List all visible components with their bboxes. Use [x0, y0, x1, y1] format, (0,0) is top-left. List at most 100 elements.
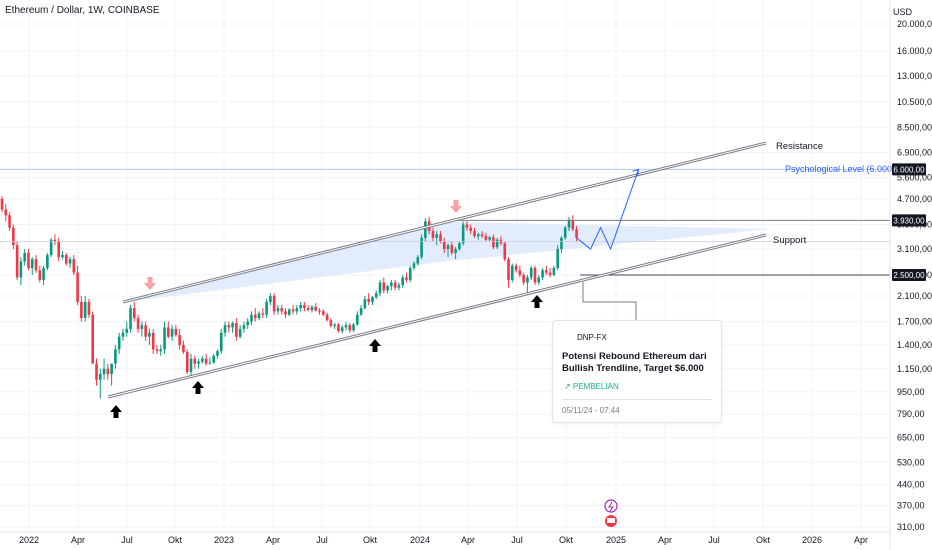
- candle-body: [352, 324, 355, 331]
- up-arrow-icon: [192, 381, 204, 394]
- candle-body: [201, 358, 204, 362]
- candle-body: [363, 298, 367, 309]
- candle-body: [333, 324, 336, 326]
- candle-body: [68, 259, 72, 264]
- candle-body: [182, 345, 185, 353]
- candle-body: [507, 259, 510, 280]
- idea-card[interactable]: DNP-FX Potensi Rebound Ethereum dari Bul…: [552, 320, 722, 423]
- candle-body: [261, 313, 265, 315]
- candle-body: [439, 234, 442, 242]
- candle-body: [299, 305, 302, 309]
- resistance-line-inner: [122, 142, 767, 303]
- candle-body: [522, 275, 525, 283]
- candle-body: [148, 332, 151, 337]
- candle-body: [208, 362, 212, 364]
- candle-body: [276, 308, 280, 312]
- grid-lines: [0, 0, 890, 532]
- candle-body: [250, 314, 253, 322]
- time-tick-label: 2024: [410, 535, 430, 545]
- projection-path: [576, 169, 640, 251]
- candle-body: [269, 296, 272, 302]
- candle-body: [265, 301, 268, 315]
- drawing-overlays: Resistance Support Psychological Level (6.…: [0, 141, 895, 527]
- up-arrow-icon: [531, 295, 543, 308]
- price-tick-label: 20.000,00: [897, 19, 932, 29]
- candle-body: [185, 352, 189, 372]
- candle-body: [42, 267, 45, 280]
- candle-body: [548, 272, 552, 276]
- candle-body: [27, 253, 30, 268]
- candle-body: [61, 255, 64, 258]
- candle-body: [344, 325, 348, 328]
- time-axis[interactable]: 2022 Apr Jul Okt 2023 Apr Jul Okt 2024 Apr Jul Okt 2…: [0, 531, 890, 545]
- idea-direction-tag: ↗ PEMBELIAN: [564, 382, 619, 391]
- candle-body: [412, 263, 416, 268]
- candle-body: [359, 308, 363, 315]
- idea-title[interactable]: Potensi Rebound Ethereum dari Bullish Tr…: [562, 351, 707, 374]
- candle-body: [91, 314, 95, 364]
- candle-body: [484, 236, 488, 240]
- candle-body: [235, 322, 238, 337]
- candle-body: [102, 368, 106, 375]
- candle-body: [340, 327, 344, 332]
- price-badge-label: 3.930,00: [893, 216, 925, 225]
- candle-body: [163, 327, 166, 350]
- projection-arrowhead: [632, 168, 640, 176]
- candle-body: [454, 249, 457, 254]
- candle-body: [397, 285, 401, 288]
- candle-body: [356, 314, 359, 325]
- candle-body: [420, 237, 423, 258]
- idea-author[interactable]: DNP-FX: [577, 333, 607, 342]
- candle-body: [545, 270, 548, 273]
- candle-body: [424, 221, 427, 238]
- candle-body: [284, 311, 287, 315]
- candle-body: [140, 325, 144, 329]
- price-tick-label: 1.700,00: [897, 317, 932, 327]
- candle-body: [537, 277, 541, 283]
- time-tick-label: Jul: [121, 535, 133, 545]
- candle-body: [227, 325, 231, 328]
- candle-body: [231, 322, 234, 328]
- callout-connector: [582, 282, 637, 320]
- time-tick-label: Apr: [71, 535, 85, 545]
- price-tick-label: 10.500,00: [897, 97, 932, 107]
- candle-body: [253, 314, 257, 319]
- candle-body: [8, 215, 11, 228]
- candle-body: [533, 267, 537, 283]
- candle-body: [212, 355, 215, 363]
- candle-body: [541, 270, 544, 278]
- support-label: Support: [773, 235, 807, 246]
- candle-body: [53, 239, 57, 242]
- time-tick-label: 2025: [606, 535, 626, 545]
- idea-timestamp: 05/11/24 - 07:44: [562, 406, 620, 415]
- candle-body: [19, 261, 23, 278]
- time-tick-label: Jul: [316, 535, 328, 545]
- candle-body: [178, 335, 181, 346]
- candle-body: [552, 267, 556, 276]
- candle-body: [473, 230, 476, 237]
- time-tick-label: Apr: [266, 535, 280, 545]
- time-tick-label: Okt: [756, 535, 771, 545]
- resistance-label: Resistance: [776, 141, 823, 152]
- candle-body: [371, 297, 374, 302]
- candle-body: [30, 259, 34, 268]
- time-tick-label: 2023: [214, 535, 234, 545]
- candle-body: [431, 230, 435, 238]
- time-tick-label: Jul: [708, 535, 720, 545]
- candle-body: [461, 224, 465, 244]
- lightning-icon: [604, 499, 618, 513]
- time-tick-label: 2022: [19, 535, 39, 545]
- candle-body: [442, 241, 446, 250]
- price-tick-label: 950,00: [897, 387, 925, 397]
- candle-body: [408, 267, 412, 280]
- candle-body: [98, 374, 102, 380]
- price-axis[interactable]: 20.000,00 16.000,00 13.000,00 10.500,00 8.50…: [889, 0, 932, 550]
- candle-body: [526, 277, 529, 283]
- down-arrow-icon: [450, 200, 462, 213]
- candle-body: [495, 239, 499, 248]
- price-tick-label: 8.500,00: [897, 122, 932, 132]
- candle-body: [563, 227, 567, 238]
- candle-body: [511, 265, 514, 280]
- candle-body: [57, 241, 60, 258]
